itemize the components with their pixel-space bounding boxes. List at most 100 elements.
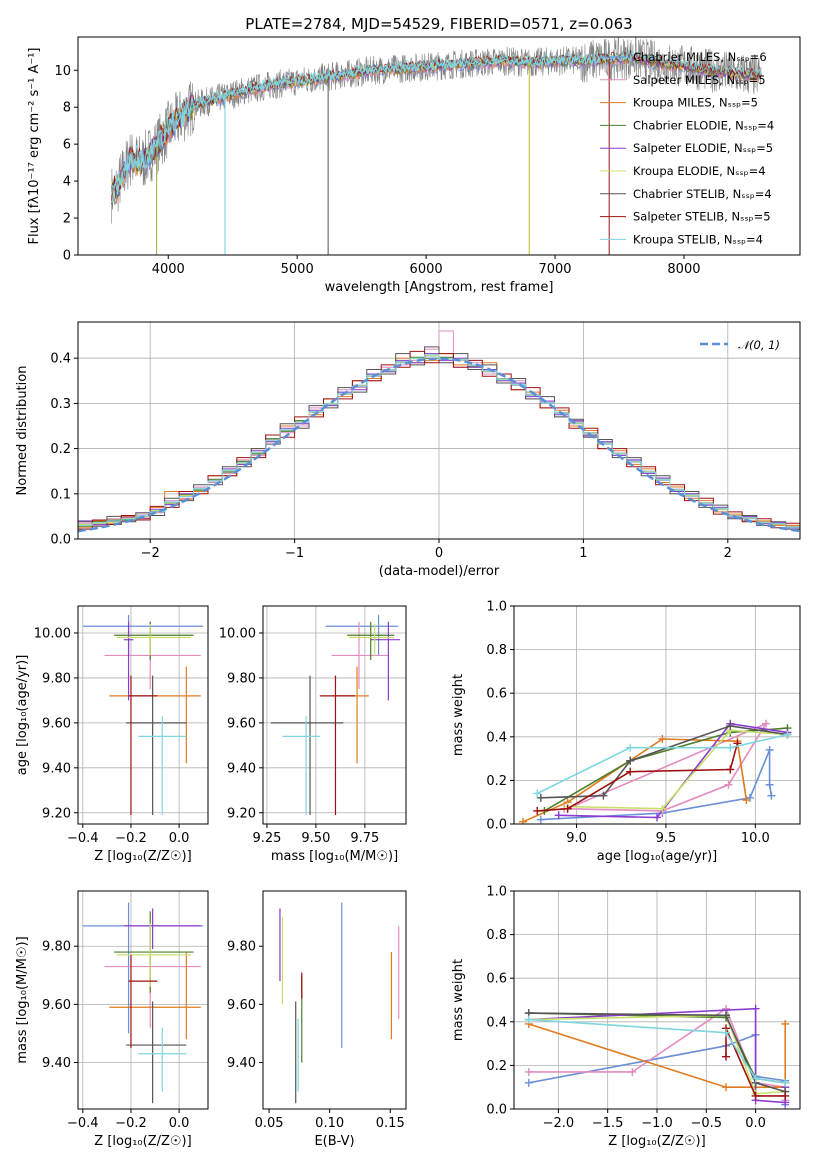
y-tick-label: 9.60: [42, 716, 71, 731]
weight-line: [725, 1027, 786, 1097]
y-tick-label: 0.3: [50, 397, 71, 412]
y-tick-label: 0.8: [486, 643, 507, 658]
y-tick-label: 0.0: [486, 818, 507, 833]
y-tick-label: 6: [63, 138, 71, 153]
y-tick-label: 0.1: [50, 487, 71, 502]
x-tick-label: 4000: [152, 262, 185, 277]
y-tick-label: 0.2: [486, 774, 507, 789]
chart-weight-vs-Z: −2.0 −1.5 −1.0 −0.5 0.0 0.0 0.2 0.4 0.6 0.8 1.0 Z […: [451, 885, 801, 1149]
weight-marker: [524, 1067, 533, 1076]
weight-marker: [536, 793, 545, 802]
x-tick-label: 9.0: [566, 831, 587, 846]
weight-marker: [781, 1091, 790, 1100]
chart-mass-vs-EBV: 0.05 0.10 0.15 9.40 9.60 9.80 E(B-V): [227, 890, 407, 1149]
weight-marker: [742, 796, 751, 805]
weight-marker: [653, 813, 661, 822]
weight-marker: [762, 719, 771, 728]
x-tick-label: 0.0: [169, 831, 190, 846]
y-axis-label: Flux [fλ10⁻¹⁷ erg cm⁻² s⁻¹ A⁻¹]: [27, 48, 42, 245]
x-tick-label: 1: [579, 546, 587, 561]
weight-marker: [726, 743, 735, 752]
x-tick-label: 6000: [410, 262, 443, 277]
weight-marker: [751, 1074, 760, 1083]
y-tick-label: 0.0: [50, 533, 71, 548]
weight-marker: [524, 1078, 533, 1087]
x-tick-label: 0.15: [376, 1116, 405, 1131]
weight-marker: [722, 1028, 731, 1037]
weight-marker: [767, 791, 776, 800]
y-tick-label: 10.00: [219, 626, 256, 641]
histogram-step: [78, 354, 800, 539]
y-tick-label: 0.4: [50, 352, 71, 367]
weight-marker: [722, 1011, 731, 1020]
x-tick-label: 0.10: [315, 1116, 344, 1131]
model-spectrum-line: [111, 55, 762, 205]
x-tick-label: −1: [285, 546, 304, 561]
x-tick-label: −0.5: [691, 1116, 723, 1131]
x-tick-label: 5000: [281, 262, 314, 277]
plot-area: [279, 902, 400, 1104]
y-tick-label: 1.0: [486, 600, 507, 615]
weight-marker: [751, 1091, 760, 1100]
x-tick-label: 0: [435, 546, 443, 561]
chart-histogram: 𝒩(0, 1) −2 −1 0 1 2 0.0 0.1 0.2 0.3 0.4 (data-model…: [15, 321, 801, 579]
y-tick-label: 0.6: [486, 972, 507, 987]
chart-title: PLATE=2784, MJD=54529, FIBERID=0571, z=0…: [245, 15, 632, 33]
y-tick-label: 4: [63, 175, 71, 190]
plot-area: [82, 614, 204, 816]
plot-area: [518, 719, 792, 824]
weight-marker: [626, 756, 635, 765]
legend-label: Chabrier STELIB, Nₛₛₚ=4: [633, 187, 772, 201]
y-tick-label: 0.8: [486, 928, 507, 943]
x-tick-label: 0.0: [169, 1116, 190, 1131]
weight-marker: [554, 811, 563, 820]
legend-label: Salpeter MILES, Nₛₛₚ=5: [633, 73, 766, 87]
x-tick-label: 10.0: [741, 831, 770, 846]
x-axis-label: Z [log₁₀(Z/Z☉)]: [94, 1134, 191, 1149]
x-tick-label: −2: [141, 546, 160, 561]
y-tick-label: 9.80: [42, 940, 71, 955]
x-tick-label: −1.0: [641, 1116, 673, 1131]
x-tick-label: 0.0: [745, 1116, 766, 1131]
x-tick-label: 0.05: [255, 1116, 284, 1131]
legend-label: Kroupa MILES, Nₛₛₚ=5: [633, 96, 758, 110]
y-tick-label: 10: [54, 64, 71, 79]
y-tick-label: 9.40: [42, 1056, 71, 1071]
chart-age-vs-Z: −0.4 −0.2 0.0 9.20 9.40 9.60 9.80 10.00 Z [log₁₀…: [15, 605, 209, 864]
weight-marker: [533, 789, 542, 798]
model-spectrum-line: [110, 53, 633, 204]
x-tick-label: −0.2: [115, 831, 147, 846]
y-tick-label: 1.0: [486, 885, 507, 900]
legend-label: Chabrier MILES, Nₛₛₚ=6: [633, 50, 767, 64]
legend-label: Salpeter STELIB, Nₛₛₚ=5: [633, 210, 771, 224]
legend-label: Kroupa ELODIE, Nₛₛₚ=4: [633, 164, 766, 178]
x-axis-label: age [log₁₀(age/yr)]: [597, 849, 718, 864]
model-spectrum-line: [111, 50, 762, 195]
axes-frame: [77, 36, 801, 256]
y-axis-label: mass weight: [451, 959, 466, 1041]
weight-marker: [658, 734, 667, 743]
weight-marker: [722, 1052, 731, 1061]
legend-label: 𝒩(0, 1): [738, 338, 780, 352]
y-tick-label: 0: [63, 249, 71, 264]
y-axis-label: mass weight: [451, 674, 466, 756]
plot-area: [78, 330, 800, 539]
y-tick-label: 9.40: [227, 761, 256, 776]
axes-frame: [77, 605, 209, 825]
legend-label: Kroupa STELIB, Nₛₛₚ=4: [633, 232, 763, 246]
y-tick-label: 9.80: [227, 940, 256, 955]
legend-label: Chabrier ELODIE, Nₛₛₚ=4: [633, 118, 774, 132]
weight-marker: [783, 730, 792, 739]
x-tick-label: 9.50: [301, 831, 330, 846]
weight-marker: [726, 721, 735, 730]
y-tick-label: 0.2: [50, 442, 71, 457]
weight-marker: [724, 780, 733, 789]
y-tick-label: 9.60: [42, 998, 71, 1013]
weight-marker: [781, 1019, 790, 1028]
chart-spectrum: Chabrier MILES, Nₛₛₚ=6 Salpeter MILES, Nₛ…: [27, 15, 801, 295]
weight-line: [536, 733, 788, 795]
axes-frame: [262, 605, 407, 825]
plot-area: [524, 1004, 790, 1109]
histogram-step: [78, 350, 800, 539]
y-tick-label: 10.00: [34, 626, 71, 641]
